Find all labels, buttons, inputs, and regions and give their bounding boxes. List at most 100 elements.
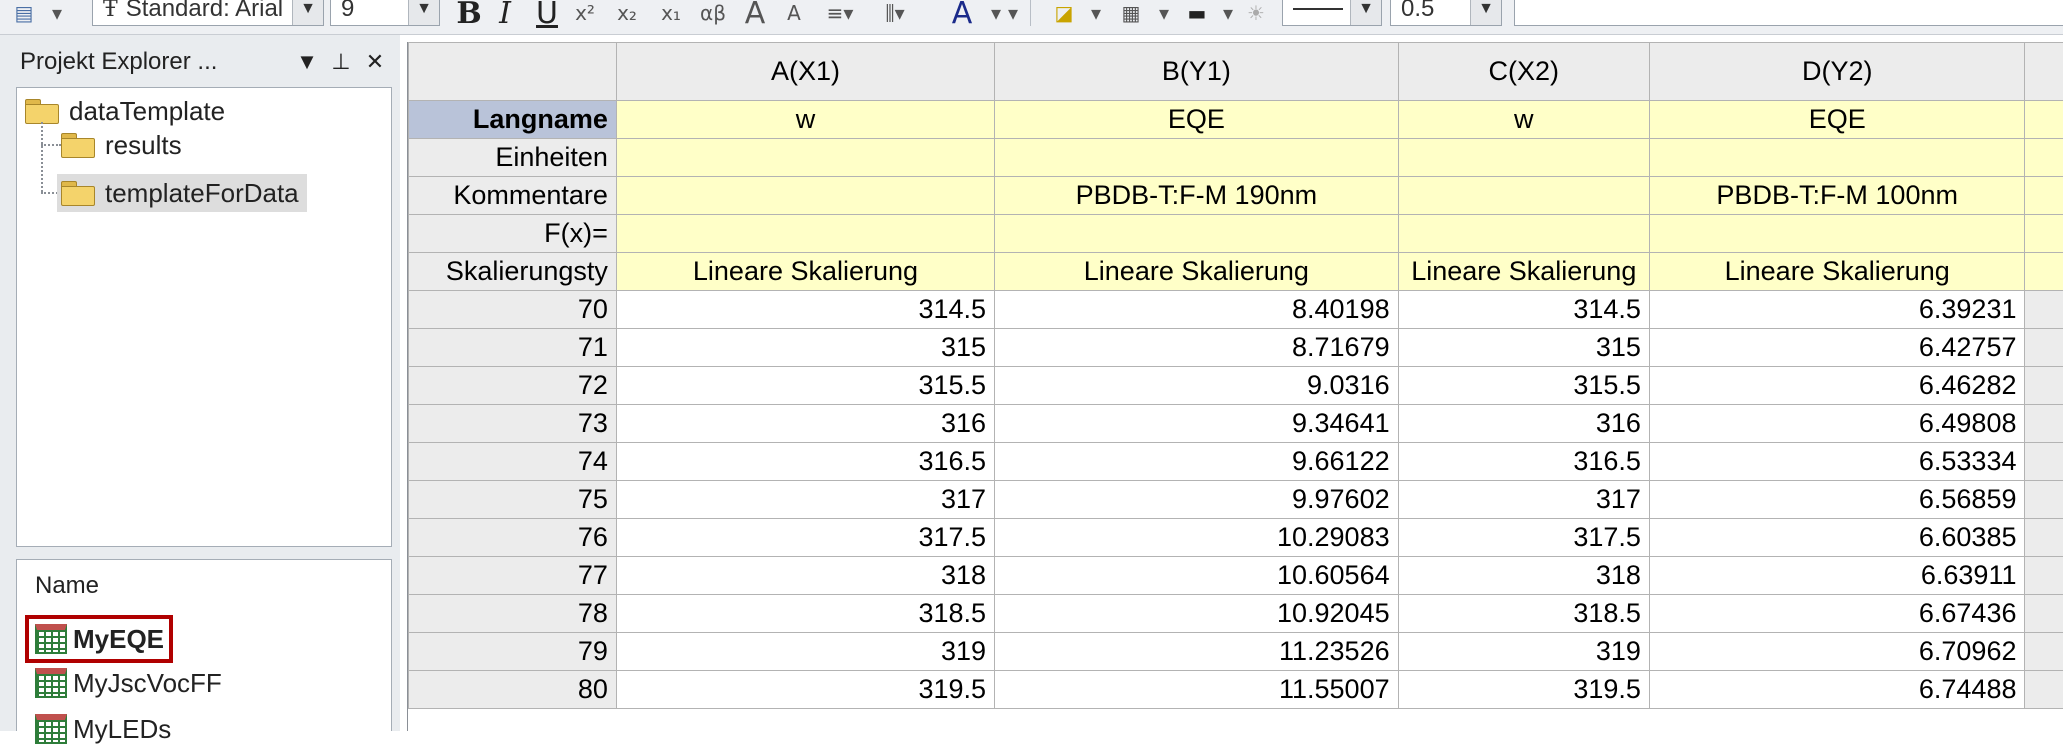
label-cell[interactable]: w	[616, 101, 994, 139]
increase-font-icon[interactable]: A	[738, 0, 772, 26]
list-item-myjscvocff[interactable]: MyJscVocFF	[35, 664, 222, 702]
data-cell[interactable]: 315	[616, 329, 994, 367]
column-header-b[interactable]: B(Y1)	[995, 43, 1399, 101]
data-cell[interactable]: 6.63911	[1649, 557, 2025, 595]
data-cell[interactable]: 6.56859	[1649, 481, 2025, 519]
toolbar-trailing-field[interactable]	[1514, 0, 2063, 26]
label-cell[interactable]	[616, 177, 994, 215]
data-cell[interactable]: 318.5	[1398, 595, 1649, 633]
label-cell[interactable]	[616, 215, 994, 253]
data-cell-next[interactable]	[2025, 557, 2063, 595]
label-row-header[interactable]: Skalierungsty	[409, 253, 617, 291]
data-cell-next[interactable]	[2025, 671, 2063, 709]
data-cell[interactable]: 6.70962	[1649, 633, 2025, 671]
decrease-font-icon[interactable]: A	[780, 0, 808, 26]
label-cell[interactable]: EQE	[1649, 101, 2025, 139]
data-cell[interactable]: 6.39231	[1649, 291, 2025, 329]
chevron-down-icon[interactable]: ▾	[1086, 0, 1106, 26]
data-cell[interactable]: 319.5	[1398, 671, 1649, 709]
data-cell[interactable]: 317	[616, 481, 994, 519]
column-header-d[interactable]: D(Y2)	[1649, 43, 2025, 101]
data-cell[interactable]: 6.67436	[1649, 595, 2025, 633]
data-cell[interactable]: 317	[1398, 481, 1649, 519]
project-icon[interactable]: ▤	[4, 0, 44, 26]
subscript-icon[interactable]: x₂	[612, 0, 642, 26]
data-cell[interactable]: 318	[1398, 557, 1649, 595]
chevron-down-icon[interactable]: ▼	[292, 0, 323, 25]
label-cell[interactable]	[995, 139, 1399, 177]
toolbar-options-icon[interactable]: ▾	[44, 0, 70, 26]
label-cell-next[interactable]	[2025, 253, 2063, 291]
tree-node-template-for-data[interactable]: templateForData	[57, 174, 307, 212]
fill-color-icon[interactable]: ◪	[1044, 0, 1084, 26]
superscript-icon[interactable]: x²	[570, 0, 600, 26]
row-header[interactable]: 75	[409, 481, 617, 519]
data-cell[interactable]: 10.29083	[995, 519, 1399, 557]
row-header[interactable]: 73	[409, 405, 617, 443]
bold-button[interactable]: B	[452, 0, 486, 26]
data-cell[interactable]: 9.34641	[995, 405, 1399, 443]
line-style-combo[interactable]: ▼	[1282, 0, 1382, 26]
list-item-myleds[interactable]: MyLEDs	[35, 710, 171, 748]
column-header-a[interactable]: A(X1)	[616, 43, 994, 101]
brightness-icon[interactable]: ☀	[1238, 0, 1274, 26]
line-width-combo[interactable]: 0.5 ▼	[1390, 0, 1502, 26]
data-cell[interactable]: 317.5	[1398, 519, 1649, 557]
data-cell[interactable]: 11.55007	[995, 671, 1399, 709]
data-cell[interactable]: 316	[1398, 405, 1649, 443]
label-row-header[interactable]: Einheiten	[409, 139, 617, 177]
data-cell-next[interactable]	[2025, 481, 2063, 519]
greek-icon[interactable]: αβ	[692, 0, 734, 26]
label-cell[interactable]: Lineare Skalierung	[616, 253, 994, 291]
chevron-down-icon[interactable]: ▼	[1470, 0, 1501, 25]
data-cell[interactable]: 316	[616, 405, 994, 443]
data-cell[interactable]: 6.60385	[1649, 519, 2025, 557]
label-cell[interactable]	[1649, 215, 2025, 253]
data-cell-next[interactable]	[2025, 291, 2063, 329]
data-cell-next[interactable]	[2025, 595, 2063, 633]
data-cell[interactable]: 6.46282	[1649, 367, 2025, 405]
label-cell[interactable]	[616, 139, 994, 177]
list-item-myeqe[interactable]: MyEQE	[35, 620, 164, 658]
data-cell[interactable]: 6.42757	[1649, 329, 2025, 367]
data-cell[interactable]: 6.49808	[1649, 405, 2025, 443]
font-size-combo[interactable]: 9 ▼	[330, 0, 440, 26]
data-cell[interactable]: 9.0316	[995, 367, 1399, 405]
data-cell[interactable]: 318	[616, 557, 994, 595]
data-cell-next[interactable]	[2025, 329, 2063, 367]
label-cell[interactable]	[1649, 139, 2025, 177]
label-cell[interactable]: Lineare Skalierung	[1398, 253, 1649, 291]
align-icon[interactable]: ≡▾	[820, 0, 860, 26]
row-header[interactable]: 78	[409, 595, 617, 633]
row-header[interactable]: 71	[409, 329, 617, 367]
data-cell-next[interactable]	[2025, 367, 2063, 405]
data-cell[interactable]: 319	[1398, 633, 1649, 671]
corner-cell[interactable]	[409, 43, 617, 101]
data-cell-next[interactable]	[2025, 633, 2063, 671]
data-cell[interactable]: 9.66122	[995, 443, 1399, 481]
label-row-header[interactable]: Kommentare	[409, 177, 617, 215]
data-cell[interactable]: 315.5	[1398, 367, 1649, 405]
chevron-down-icon[interactable]: ▼	[408, 0, 439, 25]
data-cell[interactable]: 10.60564	[995, 557, 1399, 595]
row-header[interactable]: 74	[409, 443, 617, 481]
close-icon[interactable]: ✕	[358, 49, 392, 75]
chevron-down-icon[interactable]: ▾	[1218, 0, 1238, 26]
label-cell[interactable]: PBDB-T:F-M 190nm	[995, 177, 1399, 215]
column-icon[interactable]: ⫼▾	[872, 0, 918, 26]
label-cell-next[interactable]	[2025, 177, 2063, 215]
data-cell[interactable]: 317.5	[616, 519, 994, 557]
chevron-down-icon[interactable]: ▼	[1350, 0, 1381, 25]
font-color-icon[interactable]: A	[938, 0, 986, 26]
data-cell[interactable]: 8.71679	[995, 329, 1399, 367]
data-cell[interactable]: 314.5	[1398, 291, 1649, 329]
column-header-c[interactable]: C(X2)	[1398, 43, 1649, 101]
label-cell[interactable]: w	[1398, 101, 1649, 139]
data-cell[interactable]: 6.53334	[1649, 443, 2025, 481]
label-cell[interactable]: EQE	[995, 101, 1399, 139]
row-header[interactable]: 76	[409, 519, 617, 557]
label-cell[interactable]: Lineare Skalierung	[995, 253, 1399, 291]
label-cell[interactable]	[1398, 215, 1649, 253]
data-cell[interactable]: 315	[1398, 329, 1649, 367]
label-cell[interactable]	[1398, 177, 1649, 215]
